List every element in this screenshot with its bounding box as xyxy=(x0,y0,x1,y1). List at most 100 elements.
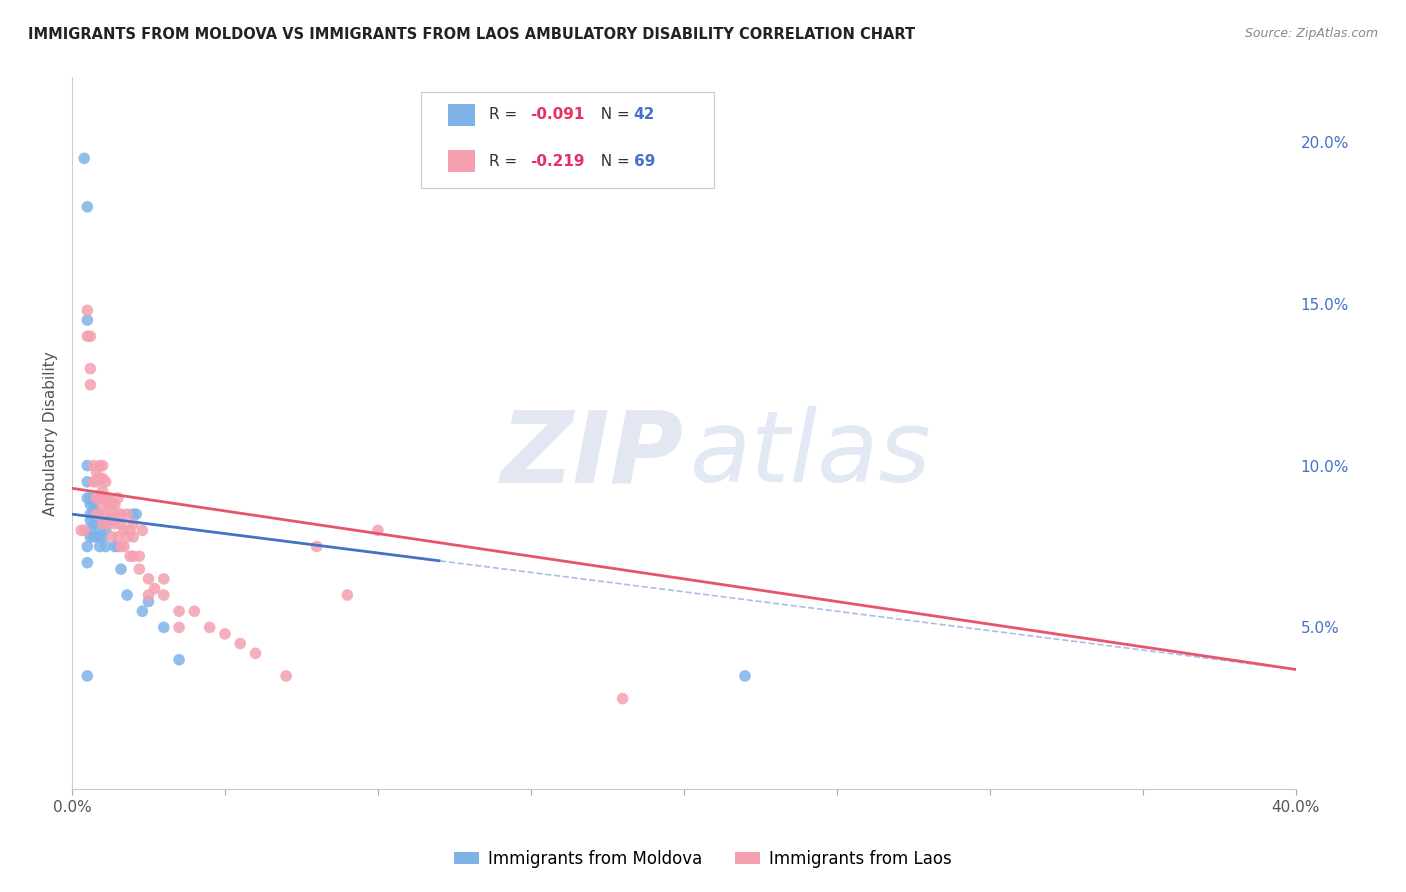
Point xyxy=(131,524,153,538)
Text: R =: R = xyxy=(489,153,523,169)
Point xyxy=(76,303,98,318)
FancyBboxPatch shape xyxy=(447,150,475,172)
Point xyxy=(97,491,120,505)
Point xyxy=(91,484,114,499)
Point xyxy=(125,507,148,521)
Point xyxy=(86,507,108,521)
Point xyxy=(128,549,150,564)
FancyBboxPatch shape xyxy=(420,92,714,187)
Point xyxy=(89,491,111,505)
Point xyxy=(79,507,101,521)
Point xyxy=(107,540,129,554)
Point xyxy=(110,562,132,576)
Point xyxy=(152,572,174,586)
Point xyxy=(152,588,174,602)
Point xyxy=(183,604,205,618)
Point xyxy=(305,540,328,554)
Text: R =: R = xyxy=(489,107,523,122)
Point xyxy=(138,572,160,586)
Point xyxy=(110,516,132,531)
Point xyxy=(73,524,96,538)
Point xyxy=(245,646,267,660)
Point xyxy=(91,491,114,505)
Point xyxy=(128,562,150,576)
Point xyxy=(104,540,127,554)
Point xyxy=(152,620,174,634)
Point xyxy=(94,507,117,521)
Point xyxy=(76,475,98,489)
Text: ZIP: ZIP xyxy=(501,406,683,503)
Point xyxy=(76,556,98,570)
Point xyxy=(122,549,145,564)
Point xyxy=(86,530,108,544)
Point xyxy=(79,329,101,343)
Point xyxy=(94,540,117,554)
Point xyxy=(104,516,127,531)
Point xyxy=(97,514,120,528)
Point xyxy=(89,507,111,521)
Point xyxy=(76,329,98,343)
Point xyxy=(167,604,190,618)
Point xyxy=(82,458,104,473)
Point xyxy=(336,588,359,602)
Point xyxy=(91,458,114,473)
Point xyxy=(91,472,114,486)
Point xyxy=(112,540,135,554)
Point xyxy=(76,669,98,683)
Point xyxy=(70,524,93,538)
Point xyxy=(107,491,129,505)
Point xyxy=(138,588,160,602)
Point xyxy=(82,516,104,531)
Point xyxy=(100,507,122,521)
Point xyxy=(79,524,101,538)
Text: IMMIGRANTS FROM MOLDOVA VS IMMIGRANTS FROM LAOS AMBULATORY DISABILITY CORRELATIO: IMMIGRANTS FROM MOLDOVA VS IMMIGRANTS FR… xyxy=(28,27,915,42)
Point xyxy=(79,361,101,376)
Point xyxy=(107,507,129,521)
Text: -0.219: -0.219 xyxy=(530,153,583,169)
Point xyxy=(73,151,96,165)
Point xyxy=(122,507,145,521)
Point xyxy=(86,507,108,521)
Point xyxy=(86,475,108,489)
Point xyxy=(115,530,138,544)
Point xyxy=(91,516,114,531)
Point xyxy=(86,491,108,505)
Text: N =: N = xyxy=(591,107,634,122)
Point xyxy=(100,498,122,512)
Point xyxy=(94,524,117,538)
Legend: Immigrants from Moldova, Immigrants from Laos: Immigrants from Moldova, Immigrants from… xyxy=(449,844,957,875)
Point xyxy=(97,498,120,512)
Point xyxy=(89,524,111,538)
Point xyxy=(107,530,129,544)
Point xyxy=(91,530,114,544)
Text: -0.091: -0.091 xyxy=(530,107,583,122)
Point xyxy=(214,627,236,641)
Point xyxy=(112,524,135,538)
Y-axis label: Ambulatory Disability: Ambulatory Disability xyxy=(44,351,58,516)
Point xyxy=(79,530,101,544)
Point xyxy=(82,530,104,544)
Point xyxy=(79,377,101,392)
Point xyxy=(79,491,101,505)
Point xyxy=(89,472,111,486)
Point xyxy=(76,491,98,505)
Point xyxy=(120,549,142,564)
Point xyxy=(115,507,138,521)
Point xyxy=(229,636,252,650)
Point xyxy=(143,582,166,596)
Point xyxy=(94,475,117,489)
Point xyxy=(76,200,98,214)
Point xyxy=(82,475,104,489)
Point xyxy=(104,498,127,512)
Point xyxy=(367,524,389,538)
Point xyxy=(89,458,111,473)
Point xyxy=(138,594,160,608)
Point xyxy=(86,465,108,479)
Point xyxy=(76,313,98,327)
Point xyxy=(76,458,98,473)
Point xyxy=(110,507,132,521)
Point xyxy=(122,516,145,531)
Point xyxy=(115,588,138,602)
Point xyxy=(86,514,108,528)
FancyBboxPatch shape xyxy=(447,103,475,126)
